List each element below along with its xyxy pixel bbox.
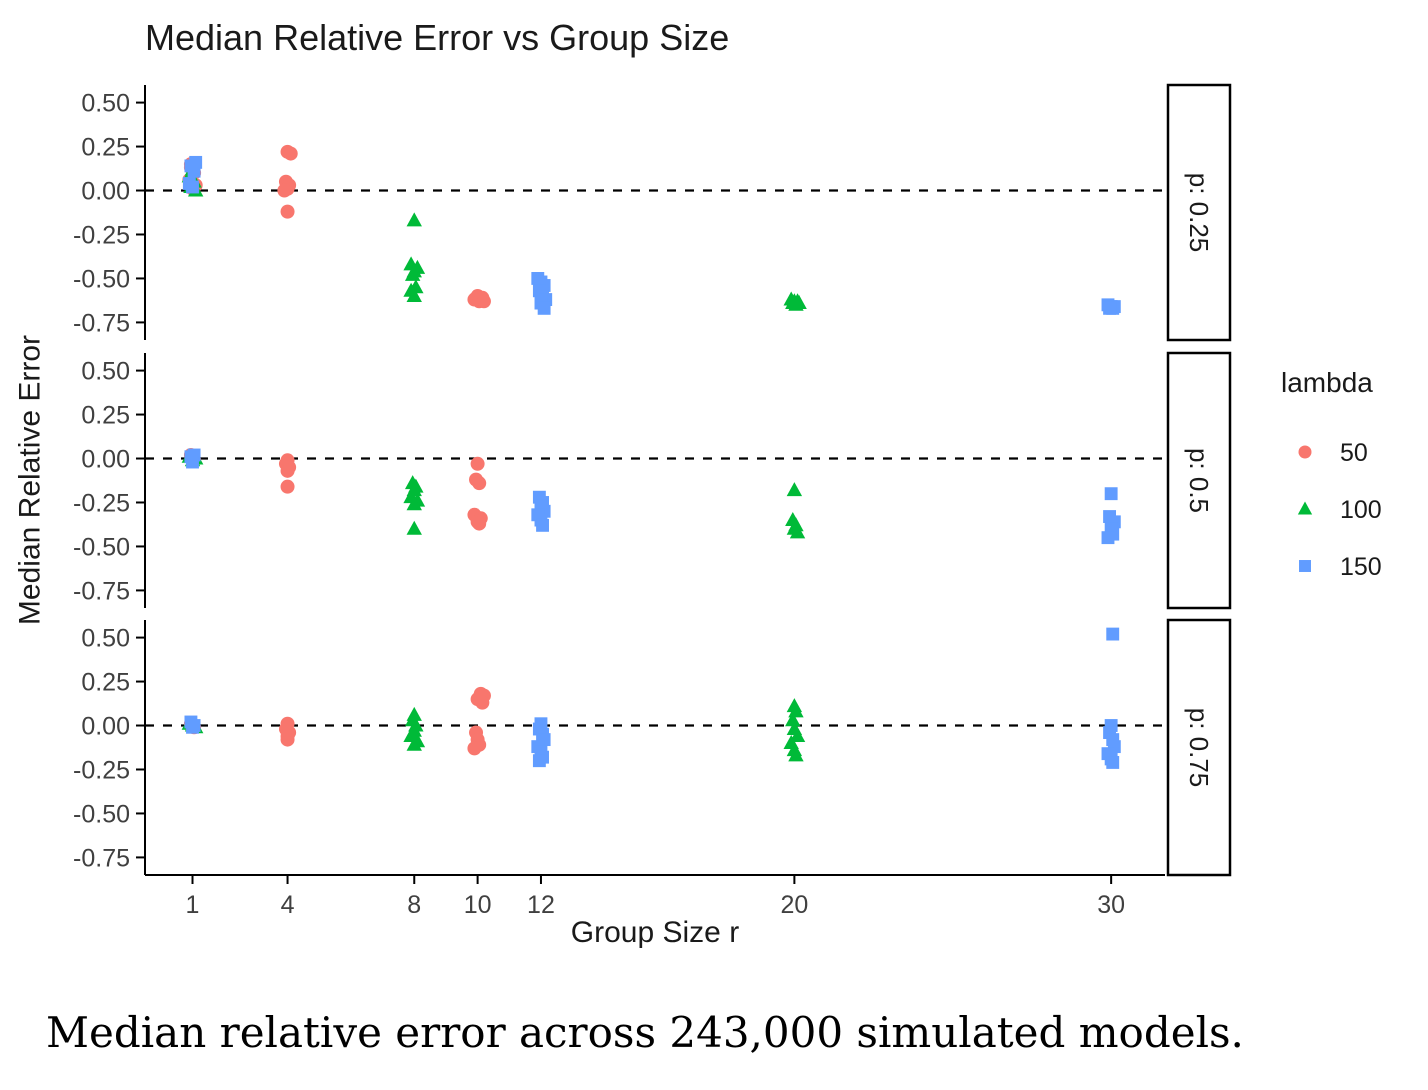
data-point-lambda-150: [1101, 531, 1115, 545]
x-tick-label: 1: [186, 891, 200, 919]
data-point-lambda-50: [280, 479, 295, 494]
y-tick-label: 0.25: [81, 402, 130, 430]
y-tick-label: 0.50: [81, 90, 130, 118]
facet-strip: [1166, 618, 1232, 877]
data-point-lambda-100: [789, 524, 806, 539]
facet-panels: 0.50 0.25 0.00 -0.25 -0.50 -0.75 p: 0.25 0.50 0.…: [73, 83, 1232, 919]
y-tick-label: 0.00: [81, 178, 130, 206]
facet-strip-label: p: 0.25: [1184, 173, 1214, 253]
x-tick-label: 20: [780, 891, 808, 919]
y-tick-label: 0.25: [81, 134, 130, 162]
data-point-lambda-50: [475, 695, 490, 710]
caption: Median relative error across 243,000 sim…: [46, 1008, 1244, 1057]
data-point-lambda-150: [1106, 627, 1120, 641]
data-point-lambda-50: [283, 146, 298, 161]
y-tick-label: -0.50: [73, 533, 130, 561]
legend-label-150: 150: [1340, 553, 1382, 581]
facet-strip-label: p: 0.75: [1184, 708, 1214, 788]
data-point-lambda-100: [789, 728, 806, 743]
y-tick-label: 0.00: [81, 713, 130, 741]
x-tick-label: 30: [1097, 891, 1125, 919]
data-point-lambda-50: [280, 463, 295, 478]
legend-label-100: 100: [1340, 496, 1382, 524]
data-point-lambda-150: [1104, 487, 1118, 501]
y-tick-label: -0.50: [73, 800, 130, 828]
facet-strip-label: p: 0.5: [1184, 448, 1214, 513]
data-point-lambda-50: [476, 294, 491, 309]
y-axis-title: Median Relative Error: [14, 335, 47, 625]
data-point-lambda-50: [470, 456, 485, 471]
x-axis-title: Group Size r: [571, 916, 739, 949]
data-point-lambda-150: [186, 455, 199, 469]
data-point-lambda-50: [280, 732, 295, 747]
faceted-scatter-plot: Median Relative Error vs Group Size Medi…: [14, 17, 1382, 949]
data-point-lambda-50: [472, 516, 487, 531]
data-point-lambda-150: [187, 719, 201, 732]
data-point-lambda-150: [1106, 756, 1120, 769]
data-point-lambda-100: [406, 287, 422, 302]
y-tick-label: -0.75: [73, 309, 130, 337]
x-tick-label: 10: [464, 891, 492, 919]
y-tick-label: -0.50: [73, 265, 130, 293]
legend-label-50: 50: [1340, 439, 1368, 467]
y-tick-label: 0.00: [81, 446, 130, 474]
x-tick-label: 12: [527, 891, 555, 919]
y-tick-label: 0.50: [81, 358, 130, 386]
data-point-lambda-50: [277, 183, 292, 198]
data-point-lambda-100: [406, 496, 422, 511]
legend-marker-50: [1298, 445, 1312, 459]
y-tick-label: -0.25: [73, 756, 130, 784]
data-point-lambda-150: [1103, 301, 1117, 315]
chart-title: Median Relative Error vs Group Size: [145, 17, 729, 58]
facet-strip: [1166, 83, 1232, 342]
data-point-lambda-50: [280, 204, 295, 219]
facet-strip: [1166, 351, 1232, 610]
x-tick-label: 8: [407, 891, 421, 919]
y-tick-label: -0.25: [73, 489, 130, 517]
data-point-lambda-100: [786, 482, 803, 497]
legend-title: lambda: [1281, 367, 1373, 398]
y-tick-label: -0.25: [73, 221, 130, 249]
data-point-lambda-150: [537, 301, 551, 315]
data-point-lambda-150: [186, 180, 199, 194]
y-tick-label: -0.75: [73, 577, 130, 605]
data-point-lambda-50: [467, 741, 482, 756]
data-point-lambda-100: [785, 712, 801, 727]
data-point-lambda-100: [791, 295, 807, 310]
legend: 50 100 150: [1297, 439, 1382, 581]
data-point-lambda-100: [404, 266, 421, 281]
y-tick-label: 0.50: [81, 625, 130, 653]
data-point-lambda-100: [406, 212, 422, 227]
data-point-lambda-150: [187, 164, 201, 178]
x-tick-label: 4: [281, 891, 295, 919]
legend-marker-150: [1299, 560, 1311, 572]
data-point-lambda-150: [536, 518, 549, 532]
y-tick-label: 0.25: [81, 669, 130, 697]
data-point-lambda-100: [406, 520, 422, 535]
data-point-lambda-150: [532, 754, 546, 768]
legend-marker-100: [1297, 501, 1313, 515]
data-point-lambda-50: [472, 476, 487, 491]
data-point-lambda-100: [788, 747, 804, 762]
y-tick-label: -0.75: [73, 844, 130, 872]
data-point-lambda-100: [406, 736, 422, 751]
